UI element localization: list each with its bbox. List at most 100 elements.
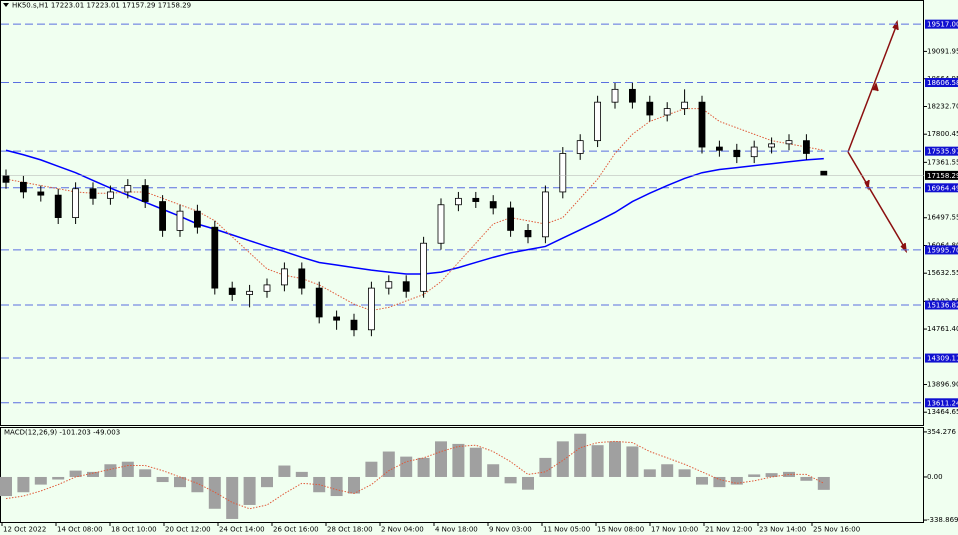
candle-body <box>750 146 758 158</box>
macd-bar <box>574 433 587 477</box>
candle-body <box>698 101 706 148</box>
macd-value: -101.203 <box>59 429 90 437</box>
level-box <box>925 245 958 255</box>
level-label: 16964.49 <box>927 184 958 192</box>
macd-bar <box>765 473 778 477</box>
x-tick-label: 4 Nov 18:00 <box>435 526 478 534</box>
level-box <box>925 353 958 363</box>
macd-bar <box>0 476 12 497</box>
macd-bar <box>643 469 656 477</box>
macd-bar <box>678 469 691 477</box>
candle-body <box>54 194 62 218</box>
macd-bar <box>800 476 813 481</box>
arrow-down <box>847 151 907 251</box>
macd-bar <box>226 476 239 519</box>
x-tick-label: 23 Nov 14:00 <box>759 526 806 534</box>
macd-bar <box>69 470 82 477</box>
macd-name: MACD(12,26,9) <box>4 429 57 437</box>
chart-header: HK50.s,H1 17223.01 17223.01 17157.29 171… <box>12 2 191 10</box>
close-value: 17158.29 <box>158 2 191 10</box>
macd-bar <box>713 476 726 488</box>
candle-body <box>663 108 671 116</box>
candle-body <box>402 281 410 292</box>
level-box <box>925 78 958 88</box>
low-value: 17157.29 <box>122 2 155 10</box>
forecast-arrows <box>847 19 908 254</box>
macd-bar <box>504 476 517 484</box>
macd-bar <box>382 451 395 477</box>
y-tick-label: 15632.55 <box>927 269 958 277</box>
macd-bar <box>400 456 413 477</box>
macd-bar <box>278 465 291 477</box>
y-tick-label: 16497.55 <box>927 214 958 222</box>
macd-bar <box>34 476 47 485</box>
macd-bar <box>783 471 795 477</box>
macd-bar <box>156 476 169 483</box>
x-tick-label: 21 Nov 12:00 <box>705 526 752 534</box>
level-box <box>925 183 958 193</box>
x-tick-label: 18 Oct 10:00 <box>111 526 157 534</box>
x-tick-label: 11 Nov 05:00 <box>543 526 590 534</box>
macd-bar <box>191 476 204 493</box>
candle-body <box>646 101 654 116</box>
menu-triangle[interactable] <box>3 3 9 7</box>
level-label: 13611.24 <box>927 399 958 407</box>
candle-body <box>246 290 254 295</box>
candle-body <box>524 230 532 238</box>
macd-bar <box>487 464 500 477</box>
x-tick-label: 14 Oct 08:00 <box>57 526 103 534</box>
candle-body <box>193 210 201 228</box>
candle-body <box>472 197 480 202</box>
arrow-up <box>847 23 898 153</box>
candle-body <box>489 201 497 209</box>
macd-bar <box>435 441 447 477</box>
x-tick-label: 9 Nov 03:00 <box>489 526 532 534</box>
candle-body <box>385 281 393 289</box>
y-tick-label: 13464.65 <box>927 408 958 416</box>
candle-body <box>159 201 167 231</box>
level-label: 17535.97 <box>927 148 958 156</box>
macd-bar <box>52 476 65 480</box>
macd-bar <box>591 445 604 477</box>
macd-bar <box>452 443 465 477</box>
macd-bar <box>121 461 134 477</box>
candle-body <box>768 143 775 148</box>
current-price-box <box>925 170 958 180</box>
candle-body <box>681 101 688 109</box>
candle-body <box>107 191 114 199</box>
macd-bar <box>469 447 482 477</box>
candle-body <box>507 207 515 231</box>
x-tick-label: 26 Oct 16:00 <box>273 526 319 534</box>
candle-body <box>803 140 810 154</box>
level-box <box>925 398 958 408</box>
macd-bar <box>417 457 430 477</box>
macd-bar <box>208 476 221 509</box>
candle-body <box>72 188 79 218</box>
candle-body <box>298 268 306 289</box>
candle-body <box>350 319 358 331</box>
candle-body <box>263 284 271 292</box>
macd-bar <box>87 471 99 477</box>
macd-bar <box>609 441 621 477</box>
candle-body <box>211 226 219 289</box>
macd-bar <box>243 476 256 505</box>
y-tick-label: 18232.70 <box>927 102 958 110</box>
candle-body <box>629 88 636 103</box>
candle-body <box>437 204 445 244</box>
macd-bar <box>696 476 708 485</box>
signal-value: -49.003 <box>93 429 120 437</box>
candle-body <box>333 316 341 321</box>
levels: 19517.00 18606.58 17535.97 16964.49 15995.70… <box>1 19 958 408</box>
macd-header: MACD(12,26,9) -101.203 -49.003 <box>4 429 120 437</box>
macd-bar <box>174 476 186 488</box>
x-tick-label: 12 Oct 2022 <box>3 526 46 534</box>
macd-bar <box>522 476 534 490</box>
macd-bar <box>730 476 743 485</box>
candle-body <box>611 88 619 103</box>
candle-body <box>559 153 567 193</box>
candle-body <box>594 101 601 142</box>
macd-bar <box>817 476 830 490</box>
candle-body <box>124 185 132 193</box>
high-value: 17223.01 <box>86 2 119 10</box>
